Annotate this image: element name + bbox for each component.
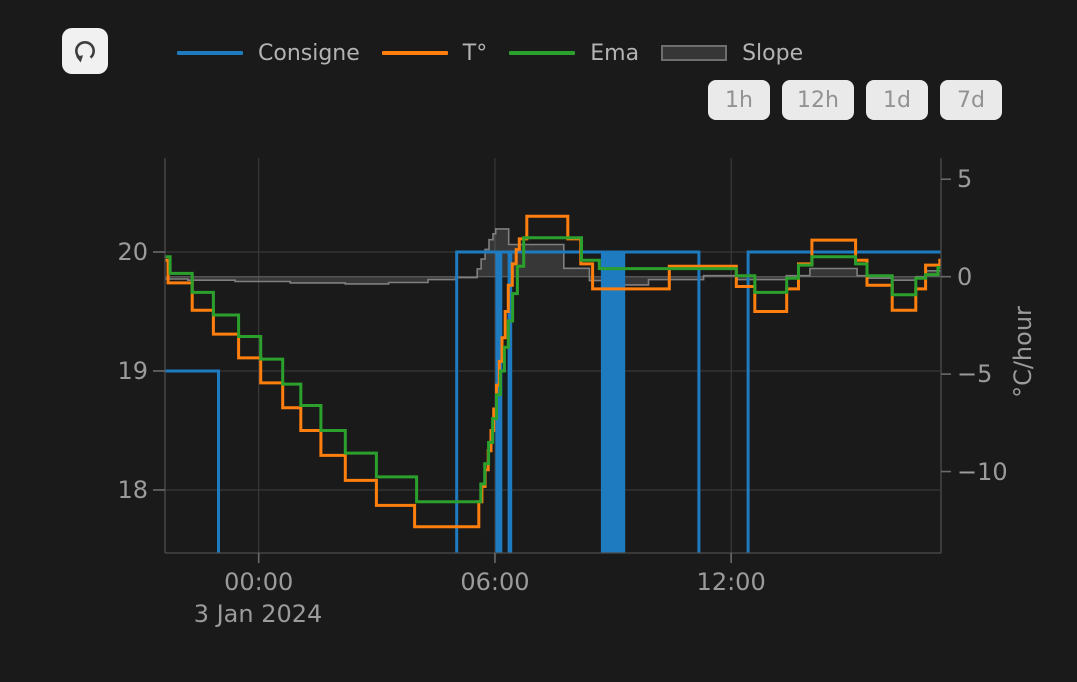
gridlines xyxy=(165,158,941,553)
range-button-1h[interactable]: 1h xyxy=(708,80,770,120)
legend: Consigne T° Ema Slope xyxy=(177,39,803,67)
legend-swatch-ema xyxy=(509,51,576,55)
right-axis-title: °C/hour xyxy=(1009,306,1037,398)
legend-label-temperature: T° xyxy=(462,40,488,66)
axes xyxy=(164,158,942,554)
legend-item-slope[interactable]: Slope xyxy=(661,41,803,66)
legend-item-temperature[interactable]: T° xyxy=(381,40,488,66)
series-layer xyxy=(165,214,941,553)
series-consigne-line xyxy=(165,250,941,553)
legend-swatch-consigne xyxy=(177,51,243,55)
legend-swatch-temperature xyxy=(381,51,448,55)
legend-label-ema: Ema xyxy=(590,40,640,66)
refresh-button[interactable] xyxy=(62,28,108,74)
legend-item-ema[interactable]: Ema xyxy=(509,41,639,66)
range-buttons: 1h 12h 1d 7d xyxy=(708,80,1002,120)
legend-item-consigne[interactable]: Consigne xyxy=(177,41,360,66)
series-slope-line xyxy=(165,228,941,286)
series-slope-area xyxy=(165,228,941,285)
refresh-icon xyxy=(75,40,95,63)
range-button-7d[interactable]: 7d xyxy=(939,80,1002,120)
legend-label-consigne: Consigne xyxy=(258,40,360,66)
series-ema-line xyxy=(165,236,941,504)
legend-swatch-slope xyxy=(661,45,728,61)
legend-label-slope: Slope xyxy=(742,40,804,66)
x-axis-date-label: 3 Jan 2024 xyxy=(193,600,323,628)
range-button-12h[interactable]: 12h xyxy=(782,80,854,120)
tick-marks xyxy=(153,178,951,563)
range-button-1d[interactable]: 1d xyxy=(865,80,928,120)
